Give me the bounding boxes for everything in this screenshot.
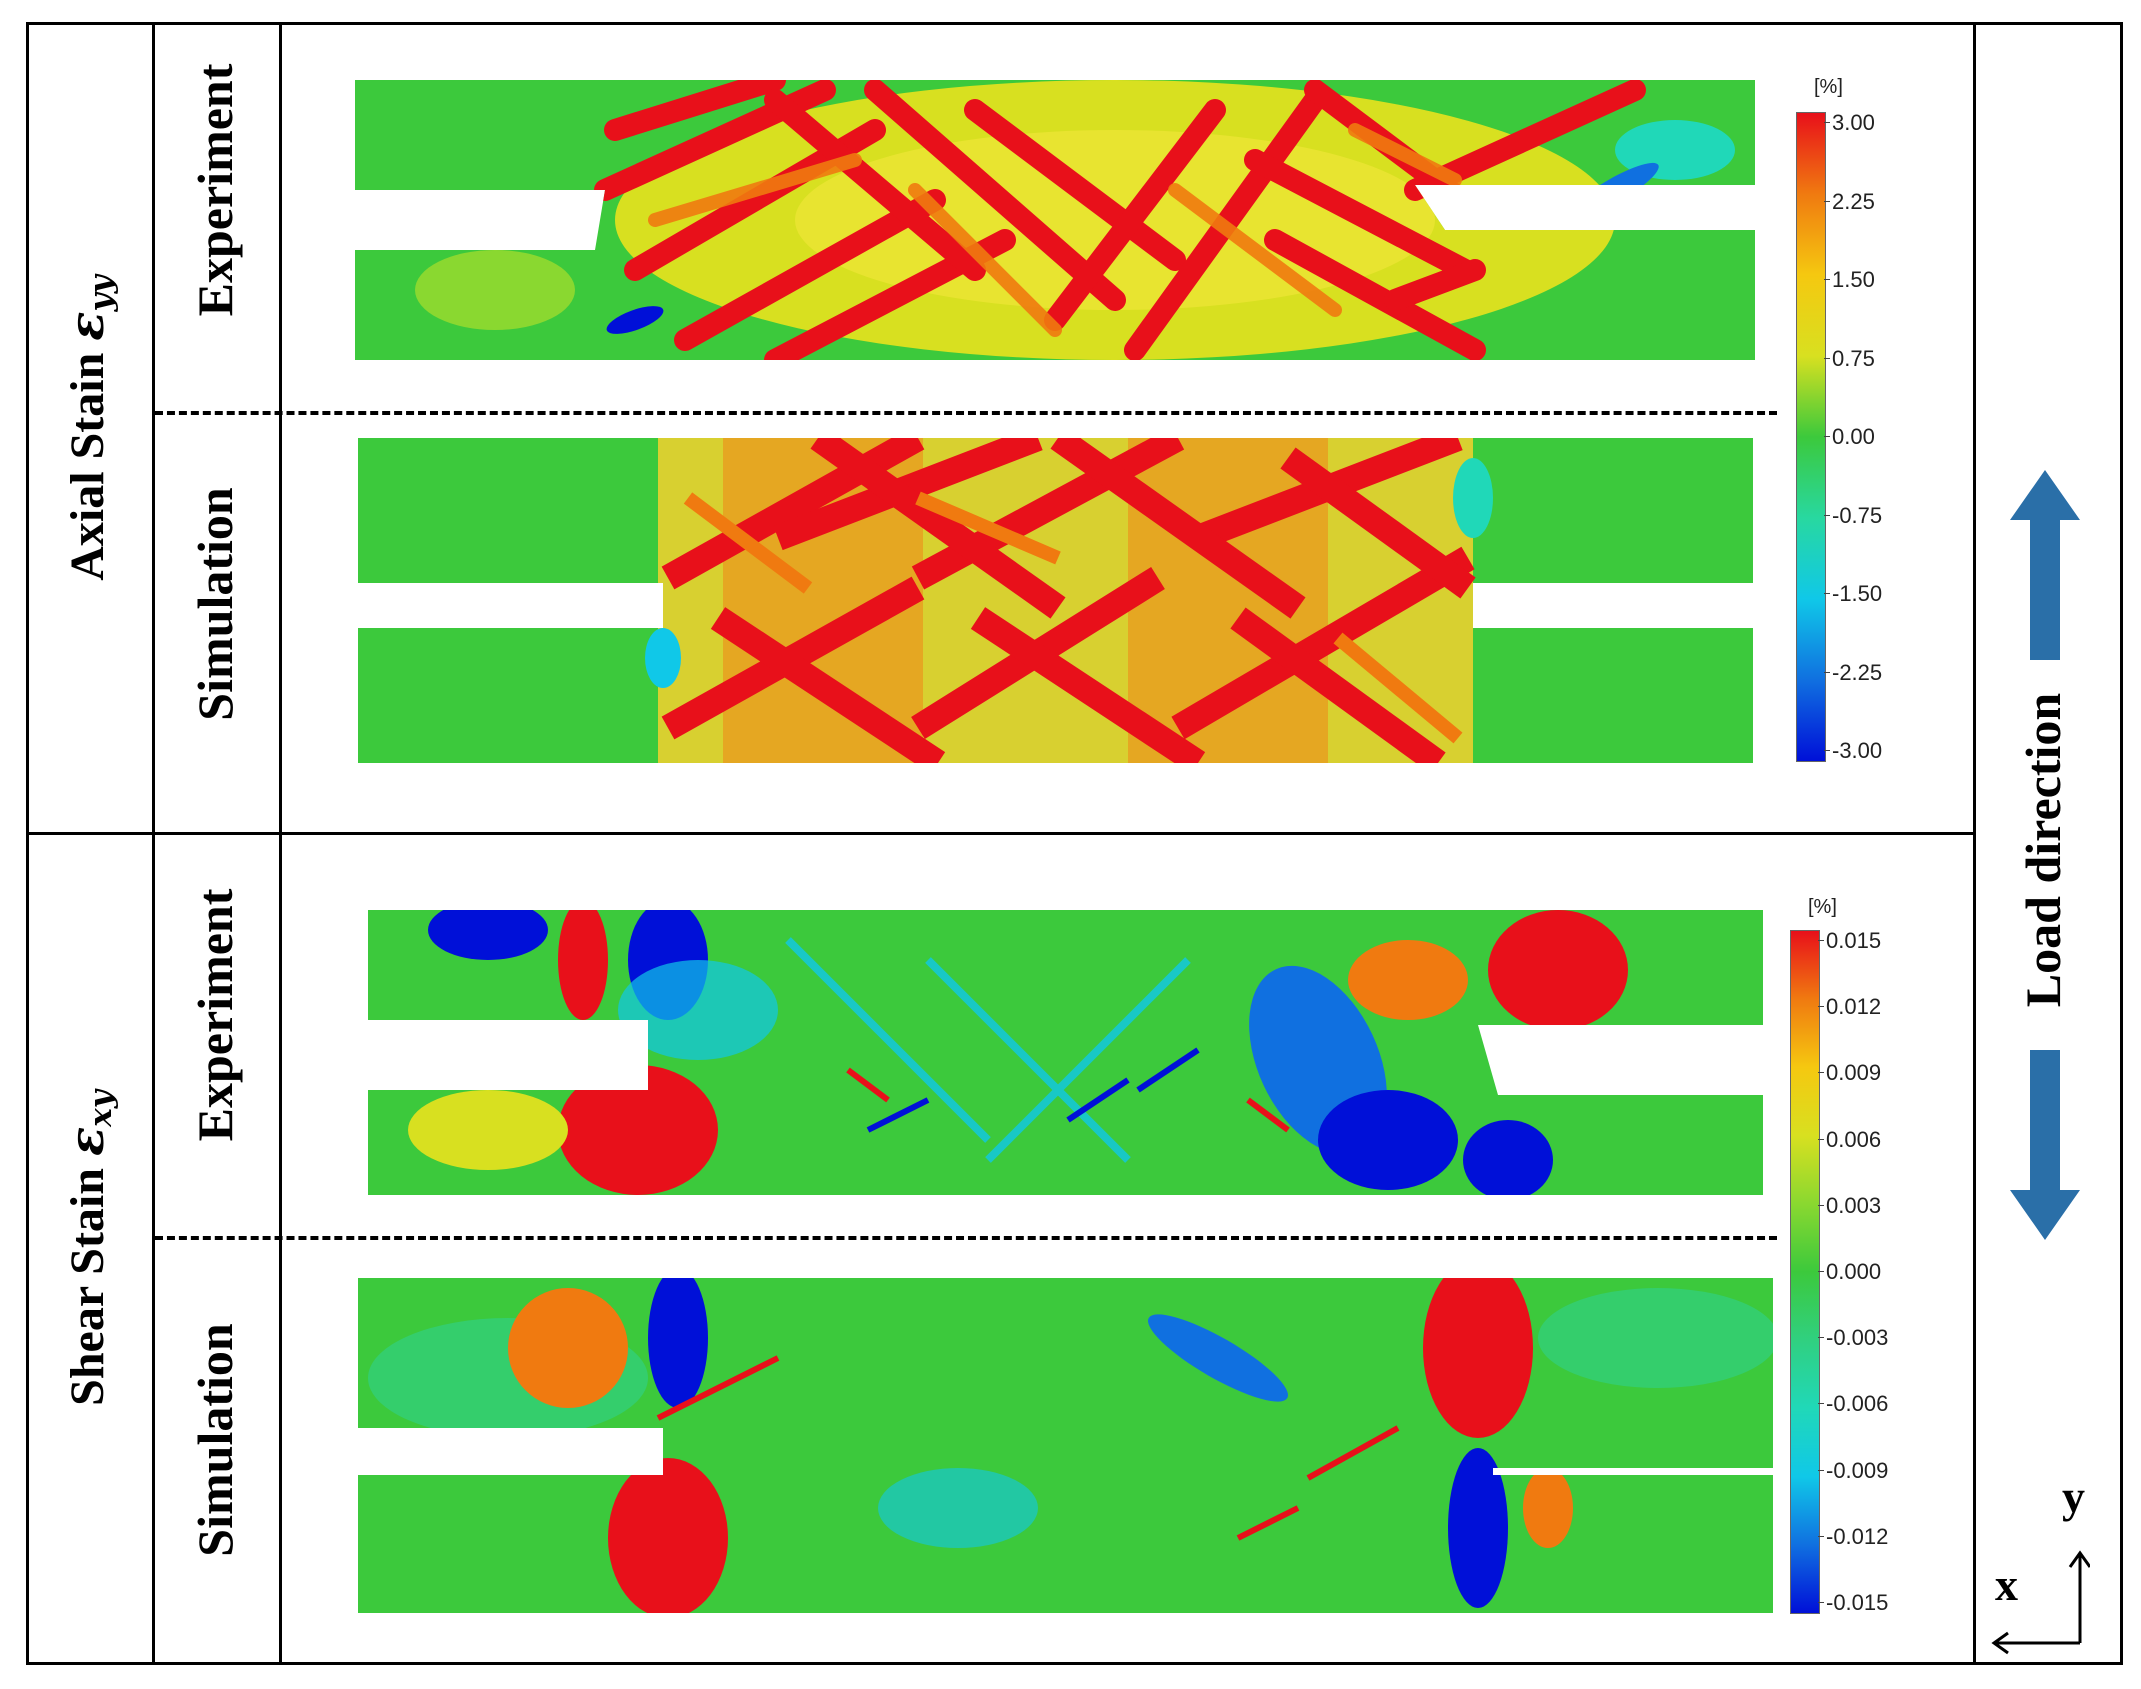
axial-colorbar-tickmark xyxy=(1824,750,1830,751)
frame-top xyxy=(26,22,2123,25)
axial-experiment-label: Experiment xyxy=(187,63,243,317)
shear-colorbar-tick: -0.012 xyxy=(1826,1523,1889,1549)
shear-colorbar-tickmark xyxy=(1818,1535,1824,1537)
frame-left xyxy=(26,22,29,1665)
axial-colorbar-tick: -1.50 xyxy=(1832,581,1883,606)
shear-row-text: Shear Stain xyxy=(61,1168,115,1406)
shear-colorbar-tick: 0.009 xyxy=(1826,1060,1882,1086)
axial-colorbar-tick: 2.25 xyxy=(1832,188,1875,214)
frame-col3 xyxy=(1973,22,1976,1665)
shear-colorbar-tick: -0.009 xyxy=(1826,1457,1889,1483)
load-direction-label: Load direction xyxy=(2015,692,2071,1008)
axial-simulation-field xyxy=(358,438,1753,763)
shear-colorbar-tickmark xyxy=(1818,1337,1824,1339)
axial-simulation-label: Simulation xyxy=(187,487,243,721)
shear-colorbar-unit: [%] xyxy=(1808,896,1837,918)
arrow-down-icon xyxy=(2010,1050,2080,1240)
shear-divider xyxy=(155,1236,1777,1240)
axial-colorbar-tick: -0.75 xyxy=(1832,502,1883,528)
axial-colorbar-tick: 3.00 xyxy=(1832,110,1875,135)
axial-row-text: Axial Stain xyxy=(61,352,115,581)
arrow-up-icon xyxy=(2010,470,2080,660)
axial-subscript: yy xyxy=(82,275,119,312)
shear-epsilon: ε xyxy=(59,1126,116,1157)
frame-right xyxy=(2120,22,2123,1665)
axial-divider xyxy=(155,411,1777,415)
shear-strain-symbol: εxy xyxy=(59,1090,119,1157)
axial-colorbar-tick: -2.25 xyxy=(1832,659,1883,685)
axial-experiment-field xyxy=(355,80,1755,360)
shear-colorbar-tickmark xyxy=(1818,1006,1824,1008)
shear-colorbar-tick: 0.006 xyxy=(1826,1126,1882,1152)
shear-experiment-field xyxy=(368,910,1763,1195)
y-axis-label: y xyxy=(2062,1471,2085,1522)
axial-colorbar-tickmark xyxy=(1824,593,1830,594)
shear-colorbar-tickmark xyxy=(1818,940,1824,941)
x-axis-label: x xyxy=(1995,1559,2018,1610)
axial-colorbar-tickmark xyxy=(1824,514,1830,516)
axial-colorbar-tickmark xyxy=(1824,122,1830,123)
axial-colorbar: [%] xyxy=(1778,60,1873,760)
axial-strain-symbol: εyy xyxy=(59,275,119,341)
shear-colorbar-tickmark xyxy=(1818,1072,1824,1074)
axial-colorbar-unit: [%] xyxy=(1814,76,1843,98)
shear-experiment-label: Experiment xyxy=(187,888,243,1142)
axial-colorbar-tickmark xyxy=(1824,436,1830,437)
axial-colorbar-tickmark xyxy=(1824,357,1830,359)
shear-simulation-label: Simulation xyxy=(187,1323,243,1557)
axial-colorbar-tick: 1.50 xyxy=(1832,267,1875,292)
axial-colorbar-tick: 0.00 xyxy=(1832,424,1875,449)
shear-row-label: Shear Stain εxy xyxy=(59,1090,119,1406)
shear-colorbar-tickmark xyxy=(1818,1403,1824,1405)
frame-col1 xyxy=(152,22,155,1665)
shear-subscript: xy xyxy=(82,1090,119,1127)
axial-colorbar-tickmark xyxy=(1824,279,1830,280)
shear-colorbar-tick: 0.012 xyxy=(1826,994,1882,1020)
axial-colorbar-tickmark xyxy=(1824,200,1830,202)
shear-colorbar-tick: -0.006 xyxy=(1826,1391,1889,1417)
shear-colorbar-tick: 0.015 xyxy=(1826,928,1882,953)
axial-colorbar-tick: -3.00 xyxy=(1832,738,1883,763)
axial-colorbar-tick: 0.75 xyxy=(1832,345,1875,371)
load-direction-arrow xyxy=(2010,470,2080,1240)
shear-colorbar-gradient xyxy=(1790,930,1820,1614)
axial-row-label: Axial Stain εyy xyxy=(59,275,119,580)
shear-colorbar-tickmark xyxy=(1818,1271,1824,1272)
shear-colorbar-tickmark xyxy=(1818,1469,1824,1471)
shear-colorbar-tick: 0.000 xyxy=(1826,1259,1882,1284)
frame-middle xyxy=(26,832,1976,835)
axial-colorbar-gradient xyxy=(1796,112,1826,762)
shear-simulation-field xyxy=(358,1278,1773,1613)
axial-colorbar-tickmark xyxy=(1824,671,1830,673)
frame-col2 xyxy=(279,22,282,1665)
shear-colorbar-tickmark xyxy=(1818,1204,1824,1206)
shear-colorbar-tickmark xyxy=(1818,1602,1824,1603)
coordinate-axes-icon xyxy=(1991,1550,2090,1655)
shear-colorbar-tick: -0.003 xyxy=(1826,1325,1889,1351)
shear-colorbar-tickmark xyxy=(1818,1138,1824,1140)
shear-colorbar-tick: 0.003 xyxy=(1826,1192,1882,1218)
axial-epsilon: ε xyxy=(59,311,116,341)
shear-colorbar-tick: -0.015 xyxy=(1826,1590,1889,1615)
shear-colorbar: [%] xyxy=(1778,878,1888,1638)
frame-bottom xyxy=(26,1662,2123,1665)
